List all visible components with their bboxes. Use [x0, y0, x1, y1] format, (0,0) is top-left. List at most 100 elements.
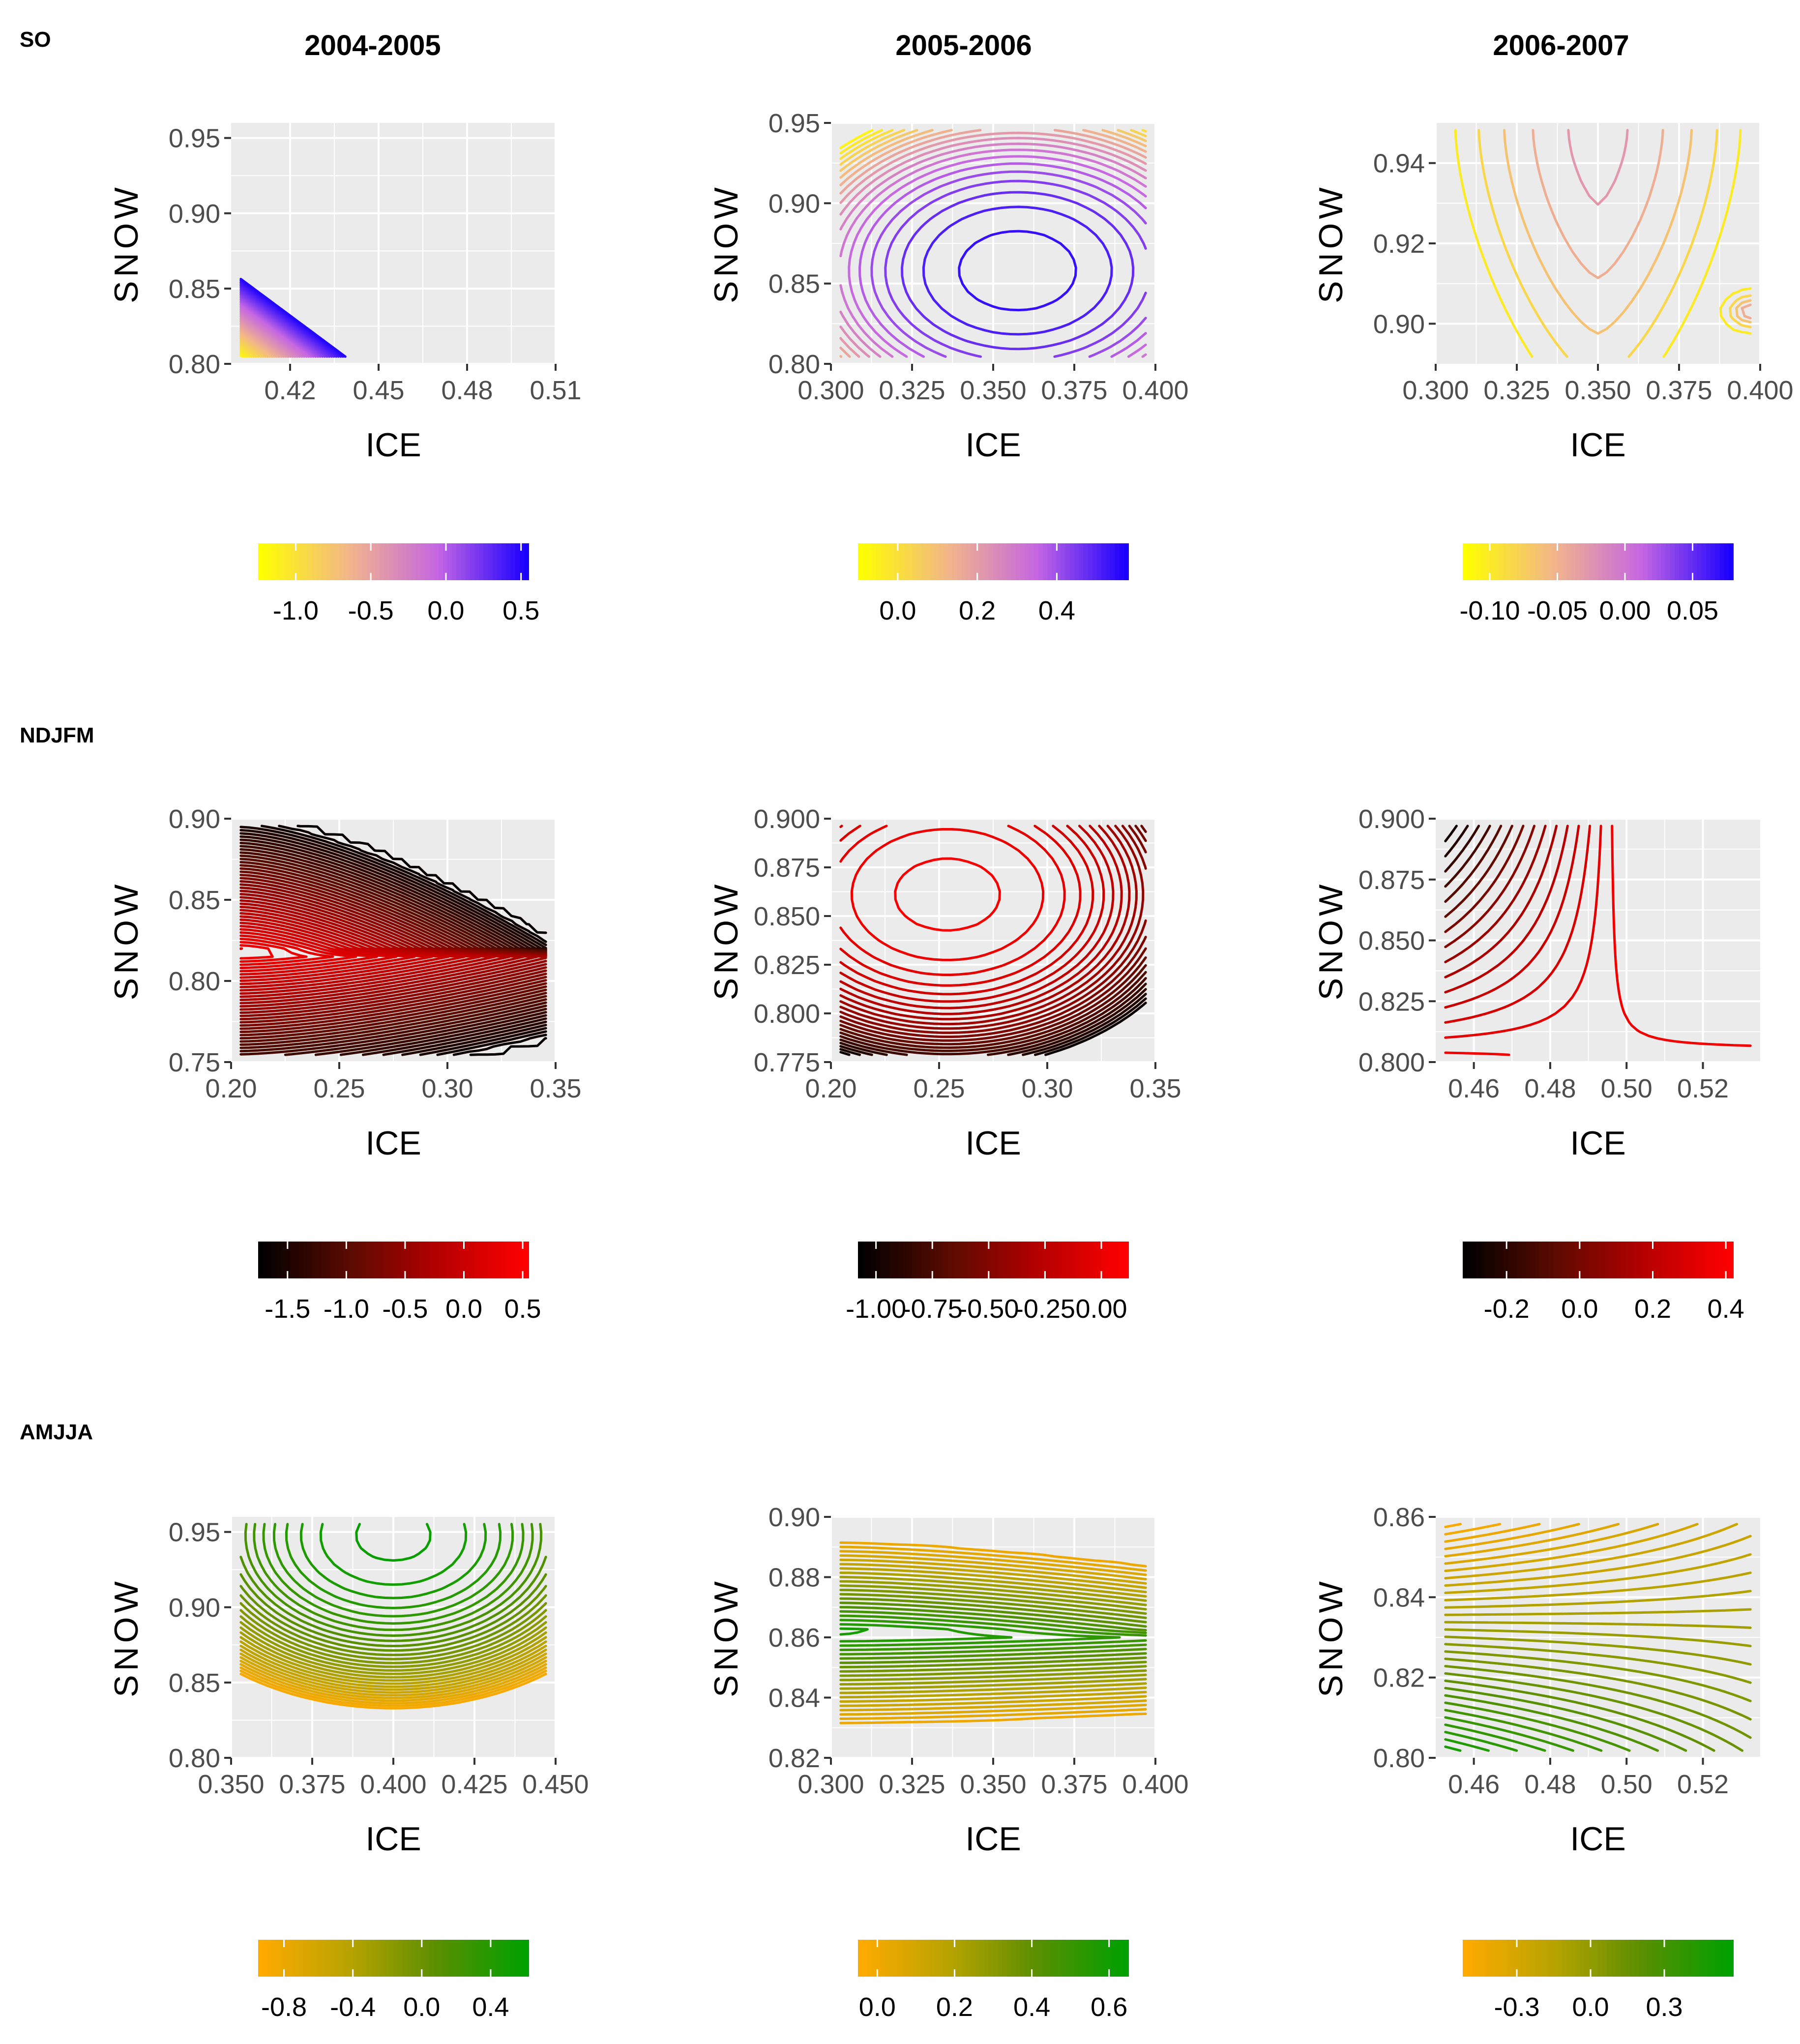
contour-line	[1444, 825, 1503, 903]
contour-line	[239, 337, 266, 358]
colorbar-segment	[1544, 1940, 1549, 1977]
colorbar-segment	[1661, 1940, 1666, 1977]
contour-line	[839, 1606, 1147, 1660]
colorbar-segment	[1611, 1940, 1617, 1977]
colorbar-segment	[488, 1940, 493, 1977]
row-labels: SO NDJFM AMJJA	[20, 28, 94, 1444]
contour-line	[239, 325, 283, 358]
contour-line	[1444, 1701, 1631, 1752]
colorbar-segment	[1096, 1242, 1102, 1278]
colorbar-segment	[1499, 1940, 1504, 1977]
colorbar-segment	[925, 1940, 931, 1977]
contour-line	[239, 1585, 547, 1652]
colorbar-tick-label: 0.0	[859, 1992, 896, 2022]
colorbar-segment	[1539, 543, 1544, 580]
panels: 0.42 0.45 0.48 0.51 0.80 0.85 0.90 0.95 ICE SNOW -…	[108, 109, 1794, 2022]
contour-lines	[239, 1523, 547, 1710]
colorbar-segment	[1083, 543, 1089, 580]
colorbar-segment	[1110, 543, 1116, 580]
colorbar-segment	[348, 1242, 354, 1278]
colorbar-segment	[380, 1242, 385, 1278]
contour-line	[858, 162, 1147, 358]
colorbar-segment	[398, 1940, 403, 1977]
colorbar-segment	[1602, 1940, 1608, 1977]
x-tick-label: 0.350	[960, 1770, 1026, 1799]
colorbar-segment	[325, 1242, 331, 1278]
y-tick-label: 0.94	[1373, 149, 1425, 178]
colorbar-segment	[348, 543, 354, 580]
colorbar-segment	[1002, 1940, 1007, 1977]
colorbar-segment	[1557, 1940, 1563, 1977]
colorbar-tick-label: 0.0	[1572, 1992, 1609, 2022]
colorbar-segment	[961, 1940, 967, 1977]
colorbar-segment	[407, 1940, 412, 1977]
y-tick-label: 0.90	[768, 1503, 820, 1532]
y-axis-label: SNOW	[108, 183, 145, 303]
colorbar-segment	[1006, 1242, 1012, 1278]
contour-line	[1444, 1687, 1687, 1752]
contour-line	[1444, 1535, 1752, 1587]
y-tick-label: 0.80	[169, 1744, 220, 1773]
colorbar-segment	[979, 1242, 985, 1278]
colorbar-segment	[1029, 1242, 1034, 1278]
colorbar-segment	[1069, 1242, 1075, 1278]
gridlines	[830, 122, 1156, 365]
axes: 0.20 0.25 0.30 0.35 0.775 0.800 0.825 0.850 0.87…	[708, 804, 1181, 1162]
colorbar-segment	[1006, 1940, 1012, 1977]
colorbar-segment	[298, 543, 304, 580]
colorbar-segment	[1033, 543, 1039, 580]
colorbar-segment	[1499, 543, 1504, 580]
colorbar-segment	[1106, 543, 1111, 580]
axes: 0.300 0.325 0.350 0.375 0.400 0.90 0.92 0.94 ICE…	[1312, 149, 1794, 464]
colorbar-segment	[402, 1242, 408, 1278]
colorbar-segment	[867, 1242, 872, 1278]
contour-line	[253, 1523, 534, 1631]
colorbar-segment	[912, 1940, 917, 1977]
colorbar-segment	[944, 1940, 949, 1977]
contour-line	[239, 279, 345, 358]
colorbar-segment	[425, 543, 430, 580]
x-tick-label: 0.52	[1677, 1770, 1729, 1799]
contour-line	[262, 1523, 525, 1625]
contour-line	[239, 947, 243, 950]
colorbar-segment	[1123, 1940, 1129, 1977]
y-tick-label: 0.900	[754, 804, 820, 834]
colorbar-segment	[280, 1940, 286, 1977]
colorbar-tick-label: -0.2	[1484, 1294, 1530, 1324]
contour-line	[239, 322, 287, 358]
colorbar-segment	[1485, 1242, 1490, 1278]
contour-line	[239, 918, 450, 985]
contour-line	[1567, 129, 1629, 206]
colorbar-tick-label: 0.6	[1091, 1992, 1127, 2022]
x-axis-label: ICE	[1570, 1820, 1625, 1858]
colorbar-segment	[898, 1940, 904, 1977]
contour-line	[1444, 1723, 1546, 1752]
colorbar-segment	[1548, 1940, 1554, 1977]
y-tick-label: 0.85	[768, 269, 820, 299]
contour-line	[239, 315, 296, 358]
y-axis-label: SNOW	[708, 881, 745, 1001]
colorbar-segment	[411, 1940, 416, 1977]
colorbar-segment	[1038, 1242, 1043, 1278]
colorbar-segment	[1521, 543, 1527, 580]
colorbar-segment	[353, 1242, 358, 1278]
colorbar-segment	[1580, 1242, 1585, 1278]
colorbar-segment	[407, 543, 412, 580]
colorbar-segment	[1562, 1242, 1567, 1278]
colorbar-segment	[1544, 543, 1549, 580]
colorbar-segment	[298, 1940, 304, 1977]
colorbar-segment	[1629, 1940, 1635, 1977]
colorbar-segment	[916, 1242, 922, 1278]
colorbar-segment	[1607, 1940, 1612, 1977]
colorbar-segment	[1652, 1242, 1657, 1278]
colorbar-segment	[375, 1940, 381, 1977]
colorbar-segment	[1688, 543, 1693, 580]
colorbar-segment	[1706, 543, 1711, 580]
colorbar-segment	[1616, 1940, 1621, 1977]
colorbar-segment	[1724, 1242, 1729, 1278]
colorbar-segment	[425, 1242, 430, 1278]
colorbar-segment	[1033, 1940, 1039, 1977]
colorbar-tick-label: 0.4	[1013, 1992, 1050, 2022]
x-axis-label: ICE	[965, 426, 1021, 464]
contour-line	[839, 825, 1147, 1034]
